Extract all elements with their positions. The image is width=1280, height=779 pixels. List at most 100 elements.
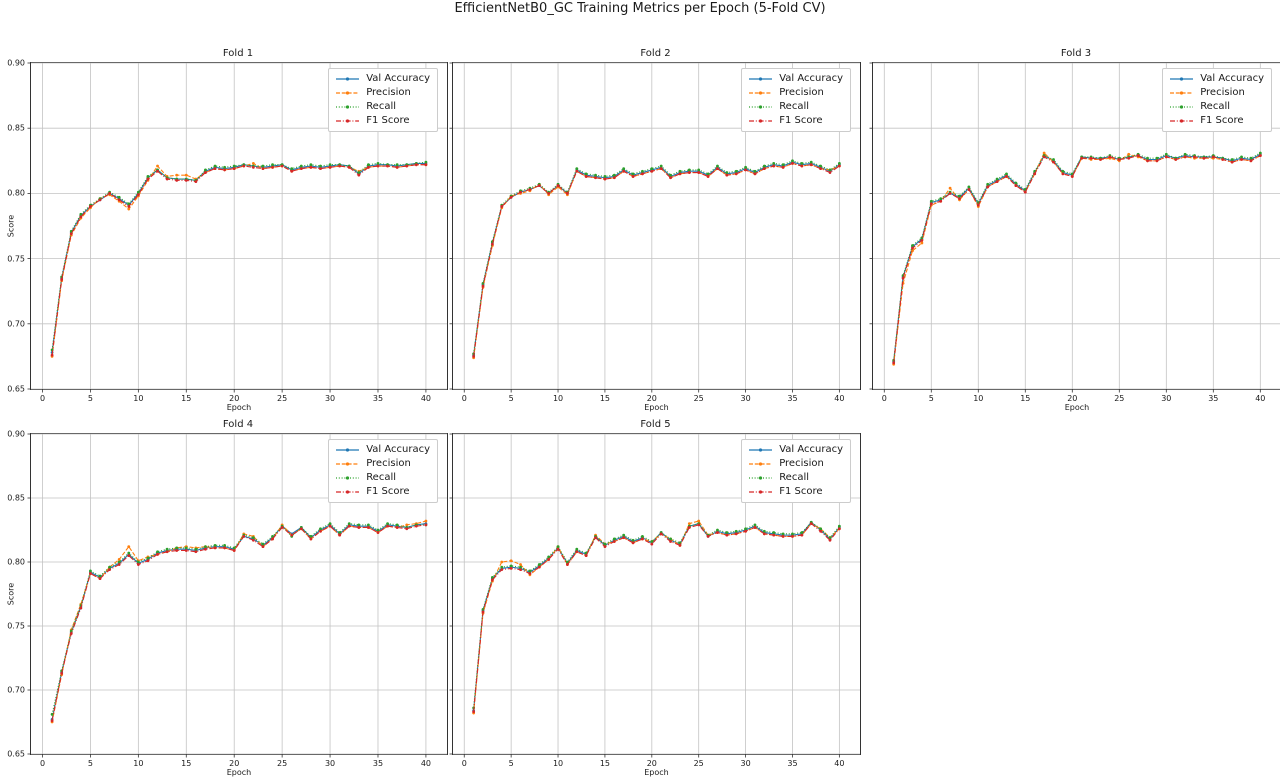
x-tick-label: 5 — [928, 394, 934, 403]
subplot-fold-1: Fold 1 Epoch Score 0 5 10 15 20 25 30 35 40 0.65 0… — [7, 48, 448, 412]
legend-line-sample — [336, 489, 360, 494]
x-axis-label: Epoch — [644, 768, 669, 777]
x-tick-label: 30 — [740, 394, 751, 403]
x-tick-label: 0 — [39, 759, 46, 768]
subplot-fold-5: Fold 5 Epoch 0 5 10 15 20 25 30 35 40 Val Accurac… — [449, 419, 861, 777]
x-tick-label: 10 — [552, 759, 564, 768]
y-tick-label: 0.70 — [7, 319, 25, 329]
plot-title-fold-5: Fold 5 — [640, 419, 671, 430]
legend-line-sample — [749, 475, 773, 480]
legend-entry-recall: Recall — [335, 100, 430, 113]
legend-label: Precision — [366, 458, 411, 469]
x-tick-label: 30 — [324, 394, 336, 403]
x-tick-label: 20 — [229, 759, 240, 768]
legend-entry-precision: Precision — [335, 86, 430, 99]
tick-marks — [449, 62, 840, 393]
x-tick-label: 25 — [277, 759, 288, 768]
legend-entry-val-accuracy: Val Accuracy — [748, 72, 843, 85]
legend-label: Recall — [1200, 101, 1231, 112]
y-tick-label: 0.65 — [7, 384, 25, 394]
x-tick-label: 0 — [461, 394, 467, 403]
x-tick-label: 20 — [646, 394, 657, 403]
x-tick-label: 35 — [372, 759, 384, 768]
series-f1-score — [50, 523, 428, 723]
legend-line-sample — [749, 489, 773, 494]
x-tick-label: 35 — [787, 759, 798, 768]
subplot-fold-4: Fold 4 Epoch Score 0 5 10 15 20 25 30 35 40 0.65 0… — [7, 419, 448, 777]
legend-entry-precision: Precision — [335, 457, 430, 470]
series-f1-score — [892, 154, 1262, 365]
x-tick-label: 5 — [87, 394, 93, 403]
series-precision — [472, 162, 841, 360]
x-tick-label: 40 — [1255, 394, 1266, 403]
x-tick-label: 30 — [1161, 394, 1172, 403]
legend-label: F1 Score — [1200, 115, 1244, 126]
legend-entry-val-accuracy: Val Accuracy — [748, 443, 843, 456]
x-tick-label: 0 — [39, 394, 46, 403]
x-tick-label: 10 — [973, 394, 984, 403]
y-tick-label: 0.90 — [7, 429, 25, 439]
plot-title-fold-4: Fold 4 — [222, 419, 254, 430]
series-recall — [892, 151, 1262, 362]
x-tick-label: 25 — [1114, 394, 1125, 403]
x-tick-label: 40 — [834, 759, 845, 768]
legend-entry-f1-score: F1 Score — [335, 114, 430, 127]
x-tick-label: 20 — [646, 759, 657, 768]
plot-canvas — [449, 433, 860, 758]
legend-label: Val Accuracy — [779, 444, 843, 455]
x-tick-label: 40 — [834, 394, 845, 403]
plot-title-fold-1: Fold 1 — [222, 48, 254, 59]
legend: Val Accuracy Precision Recall F1 Score — [1162, 68, 1272, 132]
plot-title-fold-2: Fold 2 — [640, 48, 671, 59]
legend-label: Val Accuracy — [366, 73, 430, 84]
series-precision — [472, 519, 841, 715]
legend-label: Val Accuracy — [1200, 73, 1264, 84]
x-tick-label: 15 — [181, 394, 192, 403]
legend-entry-f1-score: F1 Score — [335, 485, 430, 498]
axes-area-fold-5: Epoch 0 5 10 15 20 25 30 35 40 Val Accuracy Precis… — [449, 433, 861, 777]
legend-entry-recall: Recall — [335, 471, 430, 484]
series-recall — [50, 160, 428, 352]
legend-line-sample — [336, 118, 360, 123]
legend-line-sample — [749, 447, 773, 452]
series-f1-score — [472, 162, 841, 358]
x-tick-label: 10 — [552, 394, 564, 403]
legend-entry-recall: Recall — [748, 471, 843, 484]
y-tick-label: 0.85 — [7, 123, 25, 133]
plot-canvas — [869, 62, 1280, 393]
gridlines — [873, 62, 1280, 390]
axes-area-fold-3: Epoch 0 5 10 15 20 25 30 35 40 Val Accuracy Precis… — [869, 62, 1280, 412]
legend-line-sample — [749, 76, 773, 81]
series-f1-score — [50, 163, 428, 357]
legend-line-sample — [336, 76, 360, 81]
x-tick-label: 10 — [133, 394, 144, 403]
x-axis-label: Epoch — [1064, 403, 1090, 412]
x-tick-label: 40 — [420, 394, 431, 403]
x-tick-label: 40 — [420, 759, 431, 768]
y-tick-label: 0.80 — [7, 188, 25, 198]
x-tick-label: 35 — [1208, 394, 1219, 403]
legend-line-sample — [1170, 90, 1194, 95]
legend: Val Accuracy Precision Recall F1 Score — [328, 439, 438, 503]
series-recall — [472, 520, 841, 710]
x-tick-label: 30 — [740, 759, 751, 768]
y-tick-label: 0.90 — [7, 58, 25, 68]
axes-area-fold-4: Epoch Score 0 5 10 15 20 25 30 35 40 0.65 0.70 0.75… — [7, 430, 448, 777]
legend-entry-f1-score: F1 Score — [748, 485, 843, 498]
legend-entry-precision: Precision — [748, 86, 843, 99]
figure-title: EfficientNetB0_GC Training Metrics per E… — [454, 1, 826, 16]
gridlines — [453, 433, 860, 755]
series-val-accuracy — [472, 520, 841, 712]
legend-line-sample — [1170, 104, 1194, 109]
legend-label: Val Accuracy — [366, 444, 430, 455]
x-axis-label: Epoch — [644, 403, 669, 412]
legend-entry-val-accuracy: Val Accuracy — [335, 443, 430, 456]
legend-label: F1 Score — [779, 486, 823, 497]
y-tick-label: 0.65 — [7, 749, 25, 759]
legend-label: Recall — [366, 472, 397, 483]
series-val-accuracy — [50, 522, 428, 721]
series-val-accuracy — [50, 162, 428, 354]
tick-marks — [869, 62, 1261, 393]
subplot-fold-2: Fold 2 Epoch 0 5 10 15 20 25 30 35 40 Val Accurac… — [449, 48, 861, 412]
